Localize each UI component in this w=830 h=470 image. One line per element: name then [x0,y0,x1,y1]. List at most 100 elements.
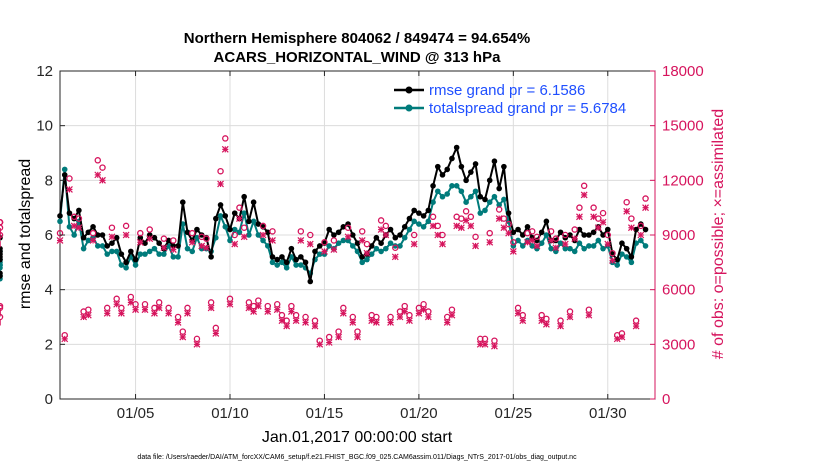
spread-point [595,237,602,244]
rmse-point [312,248,318,255]
spread-point [486,199,493,205]
possible-obs-marker [571,226,578,233]
rmse-point [491,158,498,164]
assimilated-obs-marker [306,240,314,248]
assimilated-obs-marker [354,333,361,341]
possible-obs-marker [510,239,517,246]
assimilated-obs-marker [396,313,404,321]
possible-obs-marker [188,229,196,237]
possible-obs-marker [358,228,366,235]
chart-subtitle: ACARS_HORIZONTAL_WIND @ 313 hPa [214,49,502,66]
rmse-point [501,163,507,170]
assimilated-obs-marker [538,317,546,325]
spread-point [189,248,196,255]
possible-obs-marker [472,233,479,241]
assimilated-obs-marker [325,339,333,346]
rmse-point [326,226,332,233]
spread-point [156,251,162,257]
assimilated-obs-marker [207,304,215,312]
rmse-point [255,221,262,227]
rmse-point [411,207,417,214]
spread-point [567,245,573,252]
assimilated-obs-marker [146,235,154,243]
assimilated-obs-marker [245,304,253,312]
assimilated-obs-marker [84,311,92,319]
possible-obs-marker [604,231,612,239]
possible-obs-marker [576,204,583,211]
spread-point [298,262,304,268]
spread-point [340,237,347,244]
assimilated-obs-marker [56,237,64,244]
assimilated-obs-marker [321,247,328,255]
possible-obs-marker [99,164,106,171]
spread-point [260,237,266,244]
assimilated-obs-marker [236,215,243,223]
rmse-point [113,234,120,241]
rmse-point [85,229,92,236]
spread-point [571,248,578,255]
spread-point [0,265,3,271]
spread-point [600,245,606,252]
assimilated-obs-marker [155,304,163,312]
assimilated-obs-marker [571,235,579,243]
y-axis-label: rmse and totalspread [17,159,34,309]
rmse-point [94,232,101,238]
assimilated-obs-marker [637,231,645,239]
rmse-point [378,240,384,246]
spread-point [359,259,366,266]
possible-obs-marker [137,229,144,237]
possible-obs-marker [533,233,541,241]
rmse-point [274,256,281,263]
rmse-point [316,243,323,249]
rmse-point [302,259,309,266]
assimilated-obs-marker [387,319,394,326]
assimilated-obs-marker [609,257,616,264]
rmse-point [458,163,465,170]
spread-point [151,245,158,252]
possible-obs-marker [307,231,314,239]
assimilated-obs-marker [552,244,560,252]
spread-point [378,248,384,255]
possible-obs-marker [0,313,4,321]
assimilated-obs-marker [99,176,106,184]
assimilated-obs-marker [188,238,196,246]
assimilated-obs-marker [283,322,291,330]
assimilated-obs-marker [278,317,286,325]
assimilated-obs-marker [462,216,470,224]
rmse-point [628,254,635,260]
assimilated-obs-marker [184,309,191,317]
assimilated-obs-marker [113,300,121,308]
data-file-note: data file: /Users/raeder/DAI/ATM_forcXX/… [137,454,577,461]
rmse-point [137,234,144,241]
assimilated-obs-marker [495,215,503,223]
rmse-point [250,199,257,205]
spread-point [170,254,177,260]
spread-point [61,166,68,173]
assimilated-obs-marker [406,317,413,325]
spread-point [425,218,432,225]
possible-obs-marker [0,231,4,239]
possible-obs-marker [495,206,503,213]
rmse-point [80,234,87,241]
spread-point [397,243,403,249]
spread-point [279,259,285,266]
assimilated-obs-marker [221,145,229,153]
spread-point [387,240,394,246]
rmse-point [0,251,3,257]
spread-point [66,224,73,230]
spread-point [269,259,276,266]
rmse-point [123,259,129,266]
possible-obs-marker [321,239,328,246]
spread-point [80,245,87,252]
spread-point [444,191,451,197]
assimilated-obs-marker [377,226,385,233]
assimilated-obs-marker [590,213,598,221]
spread-point [184,245,191,252]
spread-point [236,229,243,236]
y-tick-label: 8 [45,172,53,189]
assimilated-obs-marker [165,309,173,317]
rmse-point [368,243,375,249]
spread-point [472,188,479,195]
rmse-point [231,210,238,216]
rmse-point [179,199,186,205]
